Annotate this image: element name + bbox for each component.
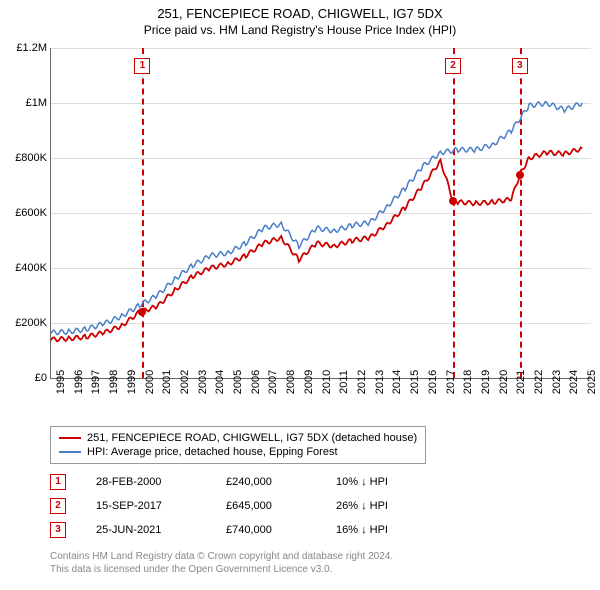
y-axis-label: £600K [15,207,47,219]
footer-line-2: This data is licensed under the Open Gov… [50,563,393,576]
y-axis-label: £1M [26,97,47,109]
legend-item: 251, FENCEPIECE ROAD, CHIGWELL, IG7 5DX … [59,431,417,445]
legend: 251, FENCEPIECE ROAD, CHIGWELL, IG7 5DX … [50,426,426,464]
plot-area: £0£200K£400K£600K£800K£1M£1.2M1995199619… [50,48,591,379]
y-axis-label: £400K [15,262,47,274]
sale-date: 15-SEP-2017 [96,500,196,512]
sale-price: £240,000 [226,476,306,488]
sale-date: 25-JUN-2021 [96,524,196,536]
series-line [51,102,582,335]
y-axis-label: £1.2M [16,42,47,54]
chart-subtitle: Price paid vs. HM Land Registry's House … [0,23,600,41]
sale-pct-vs-hpi: 10% ↓ HPI [336,476,446,488]
series-svg [51,48,591,378]
sale-pct-vs-hpi: 26% ↓ HPI [336,500,446,512]
legend-swatch [59,451,81,453]
legend-label: 251, FENCEPIECE ROAD, CHIGWELL, IG7 5DX … [87,432,417,444]
footer-line-1: Contains HM Land Registry data © Crown c… [50,550,393,563]
sale-price: £645,000 [226,500,306,512]
footer-attribution: Contains HM Land Registry data © Crown c… [50,550,393,576]
sale-row-badge: 1 [50,474,66,490]
sale-row: 1 28-FEB-2000 £240,000 10% ↓ HPI [50,470,446,494]
sale-row: 3 25-JUN-2021 £740,000 16% ↓ HPI [50,518,446,542]
sale-price: £740,000 [226,524,306,536]
sale-row-badge: 2 [50,498,66,514]
legend-label: HPI: Average price, detached house, Eppi… [87,446,338,458]
sale-row: 2 15-SEP-2017 £645,000 26% ↓ HPI [50,494,446,518]
legend-swatch [59,437,81,439]
chart-title: 251, FENCEPIECE ROAD, CHIGWELL, IG7 5DX [0,0,600,23]
sales-table: 1 28-FEB-2000 £240,000 10% ↓ HPI 2 15-SEP-201… [50,470,446,542]
series-line [51,148,582,342]
sale-date: 28-FEB-2000 [96,476,196,488]
y-axis-label: £0 [35,372,47,384]
sale-pct-vs-hpi: 16% ↓ HPI [336,524,446,536]
y-axis-label: £200K [15,317,47,329]
sale-row-badge: 3 [50,522,66,538]
y-axis-label: £800K [15,152,47,164]
chart-container: 251, FENCEPIECE ROAD, CHIGWELL, IG7 5DX … [0,0,600,590]
legend-item: HPI: Average price, detached house, Eppi… [59,445,417,459]
